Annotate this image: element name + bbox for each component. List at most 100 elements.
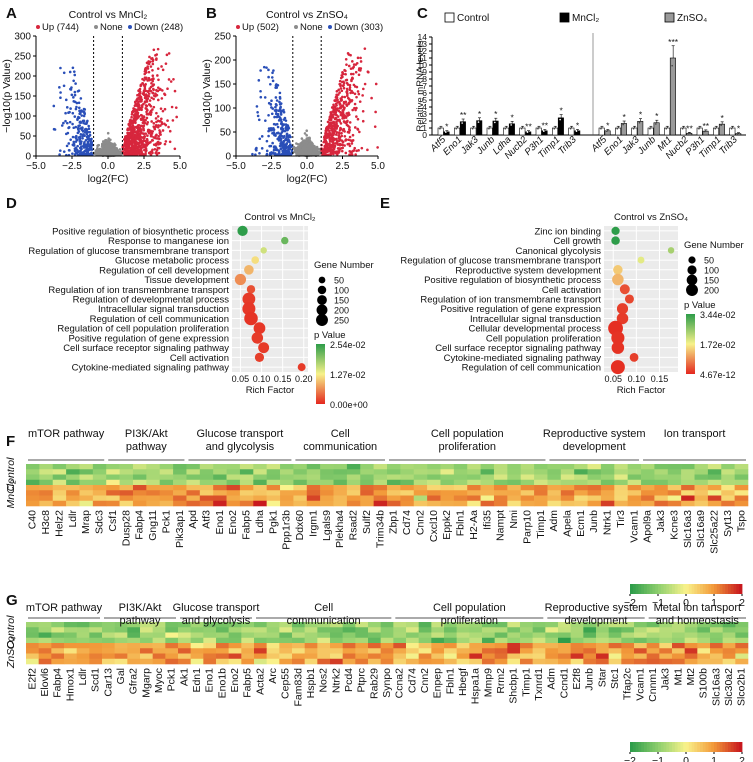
heatmap-cell [89,637,103,644]
heatmap-cell [342,627,356,633]
heatmap-cell [583,653,597,660]
point-up [340,134,344,138]
heatmap-cell [467,490,481,496]
category-label: Cell communication [303,428,377,453]
go-term-label: Tissue development [144,275,229,286]
heatmap-cell [76,622,90,628]
heatmap-cell [226,464,241,470]
heatmap-cell [292,648,305,654]
heatmap-cell [127,637,141,644]
heatmap-cell [520,648,533,654]
point-up [356,90,360,93]
point-down [83,130,87,134]
point-down [62,121,65,125]
heatmap-cell [444,643,457,649]
heatmap-cell [190,632,204,639]
y-tick-label: 0 [422,130,427,140]
heatmap-cell [627,500,642,507]
heatmap-cell [373,479,388,486]
heatmap-cell [621,627,635,633]
heatmap-cell [469,632,483,639]
bar [631,127,638,136]
gene-label: Atf3 [201,510,213,529]
point-up [329,153,332,156]
heatmap-cell [393,643,407,649]
heatmap-cell [547,469,562,475]
heatmap-cell [146,495,161,502]
point-down [71,135,75,139]
point-down [69,138,72,141]
size-legend-dot [318,276,326,284]
heatmap-cell [292,632,305,639]
point-up [132,140,135,144]
heatmap-cell [26,653,39,660]
bar [713,127,720,136]
heatmap-cell [646,627,660,633]
point-up [350,99,353,103]
heatmap-cell [480,479,495,486]
point-up [140,108,143,112]
heatmap-cell [654,485,669,491]
point-up [366,148,369,152]
heatmap-cell [456,637,470,644]
point-up [350,142,354,145]
heatmap-cell [672,632,685,639]
size-legend-dot [686,274,698,286]
go-term-dot [611,226,620,235]
heatmap-cell [216,643,229,649]
heatmap-cell [627,474,642,481]
point-up [328,142,331,146]
point-none [305,141,309,145]
heatmap-cell [534,479,548,486]
size-legend-dot [316,314,328,326]
data-dot [543,130,545,133]
point-down [83,134,86,138]
point-up [354,70,358,74]
heatmap-cell [453,469,468,475]
heatmap-cell [697,637,711,644]
heatmap-cell [178,632,191,639]
point-down [284,119,288,122]
heatmap-cell [173,490,187,496]
point-up [141,132,145,135]
heatmap-cell [614,490,628,496]
heatmap-cell [494,622,508,628]
heatmap-cell [266,464,281,470]
point-up [135,109,138,112]
point-up [158,129,161,132]
point-up [342,86,346,90]
data-dot [439,127,441,130]
heatmap-cell [173,495,187,502]
heatmap-cell [320,500,334,507]
point-up [152,97,155,101]
point-up [166,87,169,91]
heatmap-cell [216,637,229,644]
heatmap-cell [241,632,255,639]
heatmap-cell [574,485,588,491]
colorbar-segment [688,584,692,594]
go-term-dot [629,353,639,362]
heatmap-cell [360,474,374,481]
heatmap-cell [89,632,103,639]
heatmap-cell [520,495,535,502]
point-none [308,139,312,143]
heatmap-cell [721,464,735,470]
legend-label: ZnSO₄ [677,13,707,24]
heatmap-cell [102,648,115,654]
go-term-dot [616,312,629,325]
heatmap-cell [614,464,628,470]
significance-mark: * [494,109,498,119]
data-dot [606,130,608,133]
heatmap-cell [380,648,394,654]
point-up [143,120,146,124]
heatmap-cell [387,474,401,481]
heatmap-cell [102,627,115,633]
category-label-line: Ion transport [664,428,726,440]
heatmap-cell [292,653,305,660]
heatmap-cell [26,474,40,481]
point-none [100,149,104,152]
category-label-line: pathway [126,441,167,453]
heatmap-cell [186,479,201,486]
heatmap-cell [190,648,204,654]
heatmap-cell [654,469,669,475]
